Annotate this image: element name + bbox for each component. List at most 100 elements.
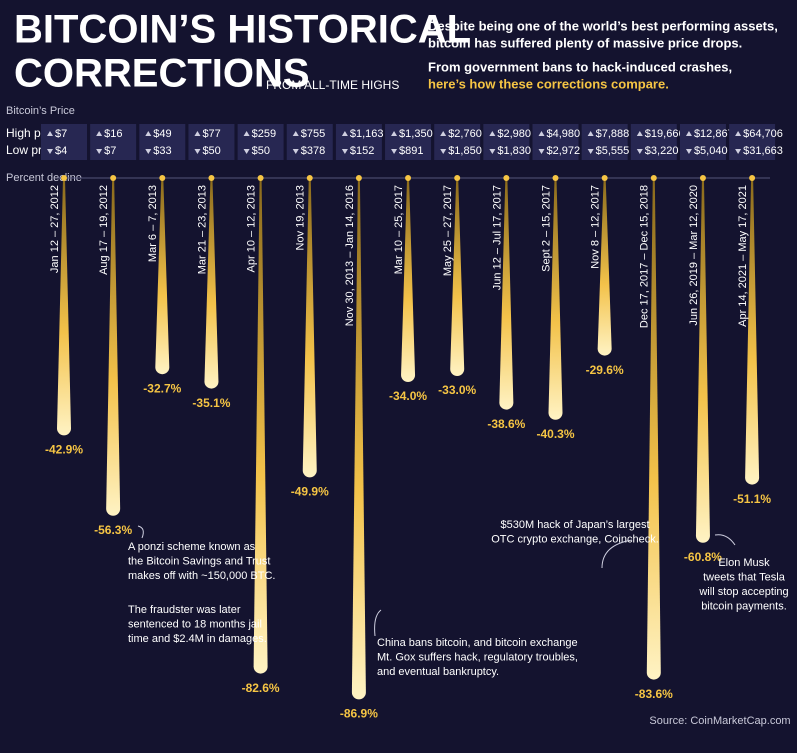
- low-price: $4: [55, 145, 67, 157]
- high-price: $2,980: [497, 128, 531, 140]
- date-label: Sept 2 – 15, 2017: [540, 185, 552, 272]
- up-arrow: [391, 131, 398, 136]
- high-price: $7: [55, 128, 67, 140]
- down-arrow: [735, 149, 742, 154]
- annotation: makes off with ~150,000 BTC.: [128, 570, 275, 582]
- price-box: [385, 124, 432, 160]
- connector: [714, 534, 736, 546]
- price-box: [532, 124, 579, 160]
- down-arrow: [292, 149, 299, 154]
- price-box: [335, 124, 382, 160]
- low-price: $33: [153, 145, 171, 157]
- annotation: tweets that Tesla: [703, 571, 786, 583]
- low-price: $50: [202, 145, 220, 157]
- price-box: [729, 124, 776, 160]
- drop-top: [601, 175, 608, 181]
- value-label: -42.9%: [45, 443, 83, 457]
- low-price: $891: [399, 145, 423, 157]
- value-label: -86.9%: [340, 707, 378, 721]
- down-arrow: [341, 149, 348, 154]
- high-price: $7,888: [596, 128, 630, 140]
- date-label: Jan 12 – 27, 2012: [49, 185, 61, 273]
- drop: [302, 178, 317, 478]
- annotation: and eventual bankruptcy.: [377, 666, 499, 678]
- low-price: $31,663: [743, 145, 783, 157]
- value-label: -49.9%: [291, 485, 329, 499]
- low-price: $3,220: [645, 145, 679, 157]
- drop: [548, 178, 563, 420]
- drop: [57, 178, 71, 436]
- annotation: time and $2.4M in damages.: [128, 633, 267, 645]
- drop: [351, 178, 366, 700]
- low-price: $5,040: [694, 145, 728, 157]
- down-arrow: [636, 149, 643, 154]
- low-price: $1,850: [448, 145, 482, 157]
- drop-top: [208, 175, 215, 181]
- drop-top: [61, 175, 67, 181]
- axis-label: Percent decline: [6, 172, 82, 184]
- title-suffix: FROM ALL-TIME HIGHS: [266, 78, 399, 92]
- annotation: sentenced to 18 months jail: [128, 618, 262, 630]
- date-label: Nov 30, 2013 – Jan 14, 2016: [344, 185, 356, 326]
- drop-top: [257, 175, 264, 181]
- up-arrow: [96, 131, 103, 136]
- drop-top: [503, 175, 510, 181]
- annotation: A ponzi scheme known as: [128, 541, 256, 553]
- value-label: -40.3%: [536, 427, 574, 441]
- up-arrow: [735, 131, 742, 136]
- price-box: [581, 124, 628, 160]
- value-label: -35.1%: [192, 396, 230, 410]
- value-label: -56.3%: [94, 523, 132, 537]
- down-arrow: [440, 149, 447, 154]
- price-box: [237, 124, 284, 160]
- up-arrow: [194, 131, 201, 136]
- up-arrow: [341, 131, 348, 136]
- down-arrow: [489, 149, 496, 154]
- title: CORRECTIONS: [14, 52, 310, 96]
- drop: [155, 178, 170, 375]
- intro-highlight: here’s how these corrections compare.: [428, 76, 669, 91]
- price-box: [679, 124, 726, 160]
- low-price: $7: [104, 145, 116, 157]
- intro: bitcoin has suffered plenty of massive p…: [428, 35, 742, 50]
- up-arrow: [292, 131, 299, 136]
- drop: [646, 178, 661, 680]
- high-price: $259: [252, 128, 276, 140]
- up-arrow: [587, 131, 594, 136]
- down-arrow: [587, 149, 594, 154]
- drop: [204, 178, 219, 389]
- low-price: $1,830: [497, 145, 531, 157]
- price-box: [41, 124, 87, 160]
- down-arrow: [96, 149, 103, 154]
- price-box: [483, 124, 530, 160]
- up-arrow: [47, 131, 53, 136]
- low-price: $378: [301, 145, 325, 157]
- high-price: $49: [153, 128, 171, 140]
- high-price: $19,666: [645, 128, 685, 140]
- annotation: Elon Musk: [718, 557, 770, 569]
- annotation: OTC crypto exchange, Coincheck.: [491, 533, 659, 545]
- low-price: $2,972: [547, 145, 581, 157]
- high-price: $4,980: [547, 128, 581, 140]
- drop: [499, 178, 514, 410]
- intro: Despite being one of the world’s best pe…: [428, 18, 778, 33]
- value-label: -34.0%: [389, 389, 427, 403]
- annotation: the Bitcoin Savings and Trust: [128, 555, 270, 567]
- value-label: -32.7%: [143, 381, 181, 395]
- up-arrow: [685, 131, 692, 136]
- date-label: Apr 10 – 12, 2013: [246, 185, 258, 272]
- annotation: Mt. Gox suffers hack, regulatory trouble…: [377, 651, 578, 663]
- low-price: $5,555: [596, 145, 630, 157]
- down-arrow: [194, 149, 201, 154]
- annotation: China bans bitcoin, and bitcoin exchange: [377, 637, 578, 649]
- drop-top: [552, 175, 559, 181]
- high-price: $755: [301, 128, 325, 140]
- down-arrow: [47, 149, 53, 154]
- value-label: -38.6%: [487, 417, 525, 431]
- up-arrow: [243, 131, 250, 136]
- connector: [374, 609, 382, 637]
- high-price: $1,350: [399, 128, 433, 140]
- price-box: [434, 124, 481, 160]
- date-label: May 25 – 27, 2017: [442, 185, 454, 276]
